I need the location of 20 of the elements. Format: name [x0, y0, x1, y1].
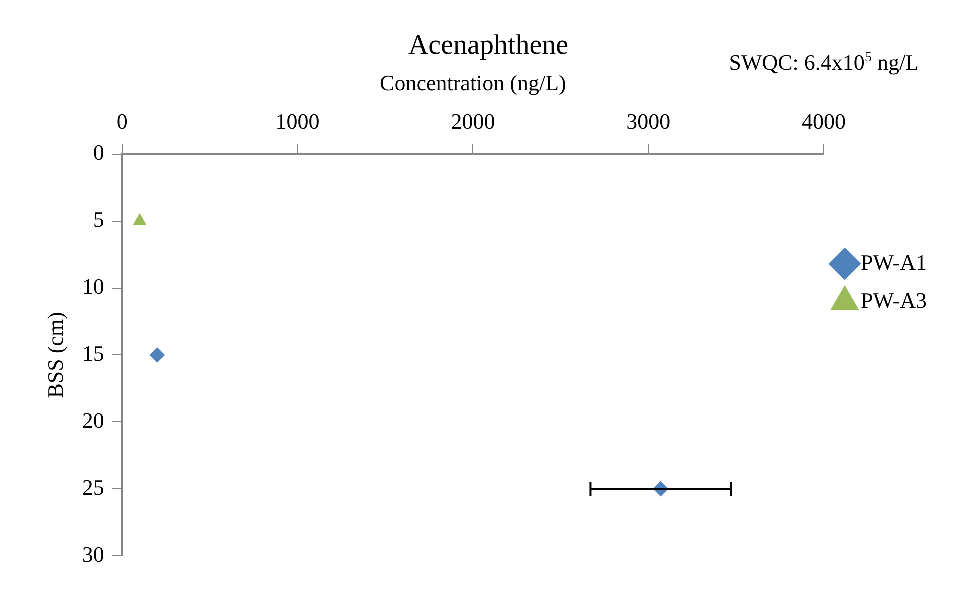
text: SWQC: 6.4x10$^{5}$ ng/L — [729, 50, 919, 76]
y-tick-label: 25 — [82, 474, 104, 500]
legend-label: PW-A1 — [861, 250, 927, 275]
x-tick-label: 0 — [116, 108, 128, 134]
point — [133, 214, 146, 226]
x-tick-label: 3000 — [626, 108, 671, 134]
y-tick-label: 30 — [82, 542, 104, 567]
y-tick-label: 10 — [82, 274, 104, 300]
chart-title: Acenaphthene — [408, 30, 569, 62]
y-axis-title: BSS (cm) — [42, 312, 68, 398]
y-tick-label: 20 — [82, 408, 104, 433]
x-tick-label: 4000 — [802, 108, 846, 134]
y-tick-label: 15 — [82, 340, 104, 366]
y-tick-label: 0 — [93, 140, 104, 166]
x-tick-label: 2000 — [451, 108, 496, 134]
y-tick-label: 5 — [93, 207, 104, 232]
legend-label: PW-A3 — [861, 288, 927, 313]
x-tick-label: 1000 — [276, 108, 320, 134]
point — [150, 348, 165, 363]
x-axis-title: Concentration (ng/L) — [380, 70, 566, 96]
